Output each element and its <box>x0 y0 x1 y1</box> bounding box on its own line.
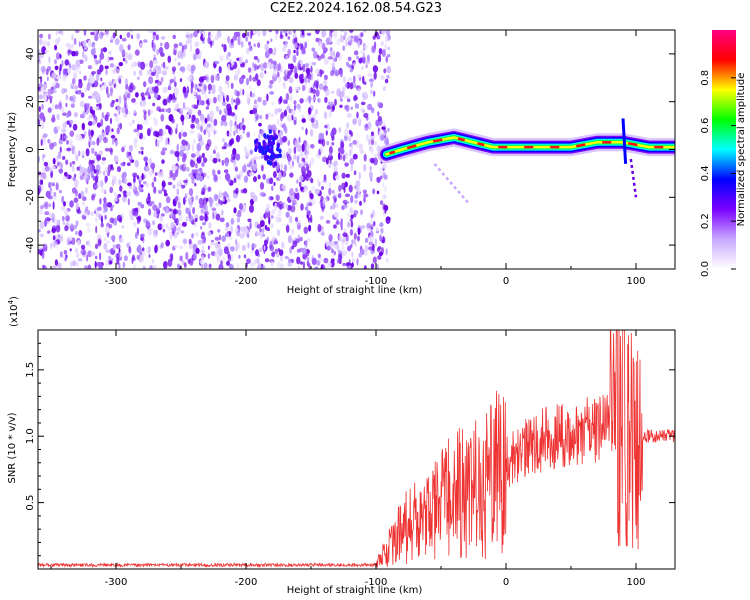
y-tick-label: -40 <box>25 237 36 253</box>
x-tick-label: 100 <box>626 276 645 287</box>
y-tick-label: 40 <box>25 48 36 61</box>
x-tick-label: -300 <box>105 577 128 588</box>
y-tick-label: 0 <box>25 146 36 152</box>
x-tick-label: 0 <box>503 276 509 287</box>
x-tick-label: -100 <box>365 577 388 588</box>
x-tick-label: -200 <box>235 577 258 588</box>
y-multiplier-label: (x104) <box>7 296 20 327</box>
x-tick-label: -200 <box>235 276 258 287</box>
svg-text:(x104): (x104) <box>7 296 20 327</box>
colorbar-tick-label: 0.6 <box>700 118 711 134</box>
y-tick-label: 20 <box>25 95 36 108</box>
y-axis-label: Frequency (Hz) <box>7 112 18 188</box>
colorbar-tick-label: 0.2 <box>700 213 711 229</box>
y-axis-label: SNR (10 * v/v) <box>7 412 18 483</box>
y-tick-label: 1.0 <box>25 428 36 444</box>
x-axis-label: Height of straight line (km) <box>287 585 423 596</box>
snr-series-line <box>38 330 675 569</box>
colorbar-label: Normalized spectral amplitude <box>736 73 747 227</box>
spectrogram-image <box>38 30 675 269</box>
spectral-streak <box>629 158 638 198</box>
spectral-streak <box>433 163 471 206</box>
colorbar-tick-label: 0.0 <box>700 261 711 277</box>
colorbar-tick-label: 0.4 <box>700 165 711 181</box>
x-axis-label: Height of straight line (km) <box>287 285 423 296</box>
colorbar-tick-label: 0.8 <box>700 70 711 86</box>
snr-frame <box>37 329 676 570</box>
y-tick-label: 0.5 <box>25 495 36 511</box>
y-tick-label: 1.5 <box>25 362 36 378</box>
colorbar <box>712 30 736 269</box>
figure-title: C2E2.2024.162.08.54.G23 <box>269 1 443 16</box>
x-tick-label: -300 <box>105 276 128 287</box>
x-tick-label: 0 <box>503 577 509 588</box>
x-tick-label: 100 <box>626 577 645 588</box>
x-tick-label: -100 <box>365 276 388 287</box>
y-tick-label: -20 <box>25 189 36 205</box>
